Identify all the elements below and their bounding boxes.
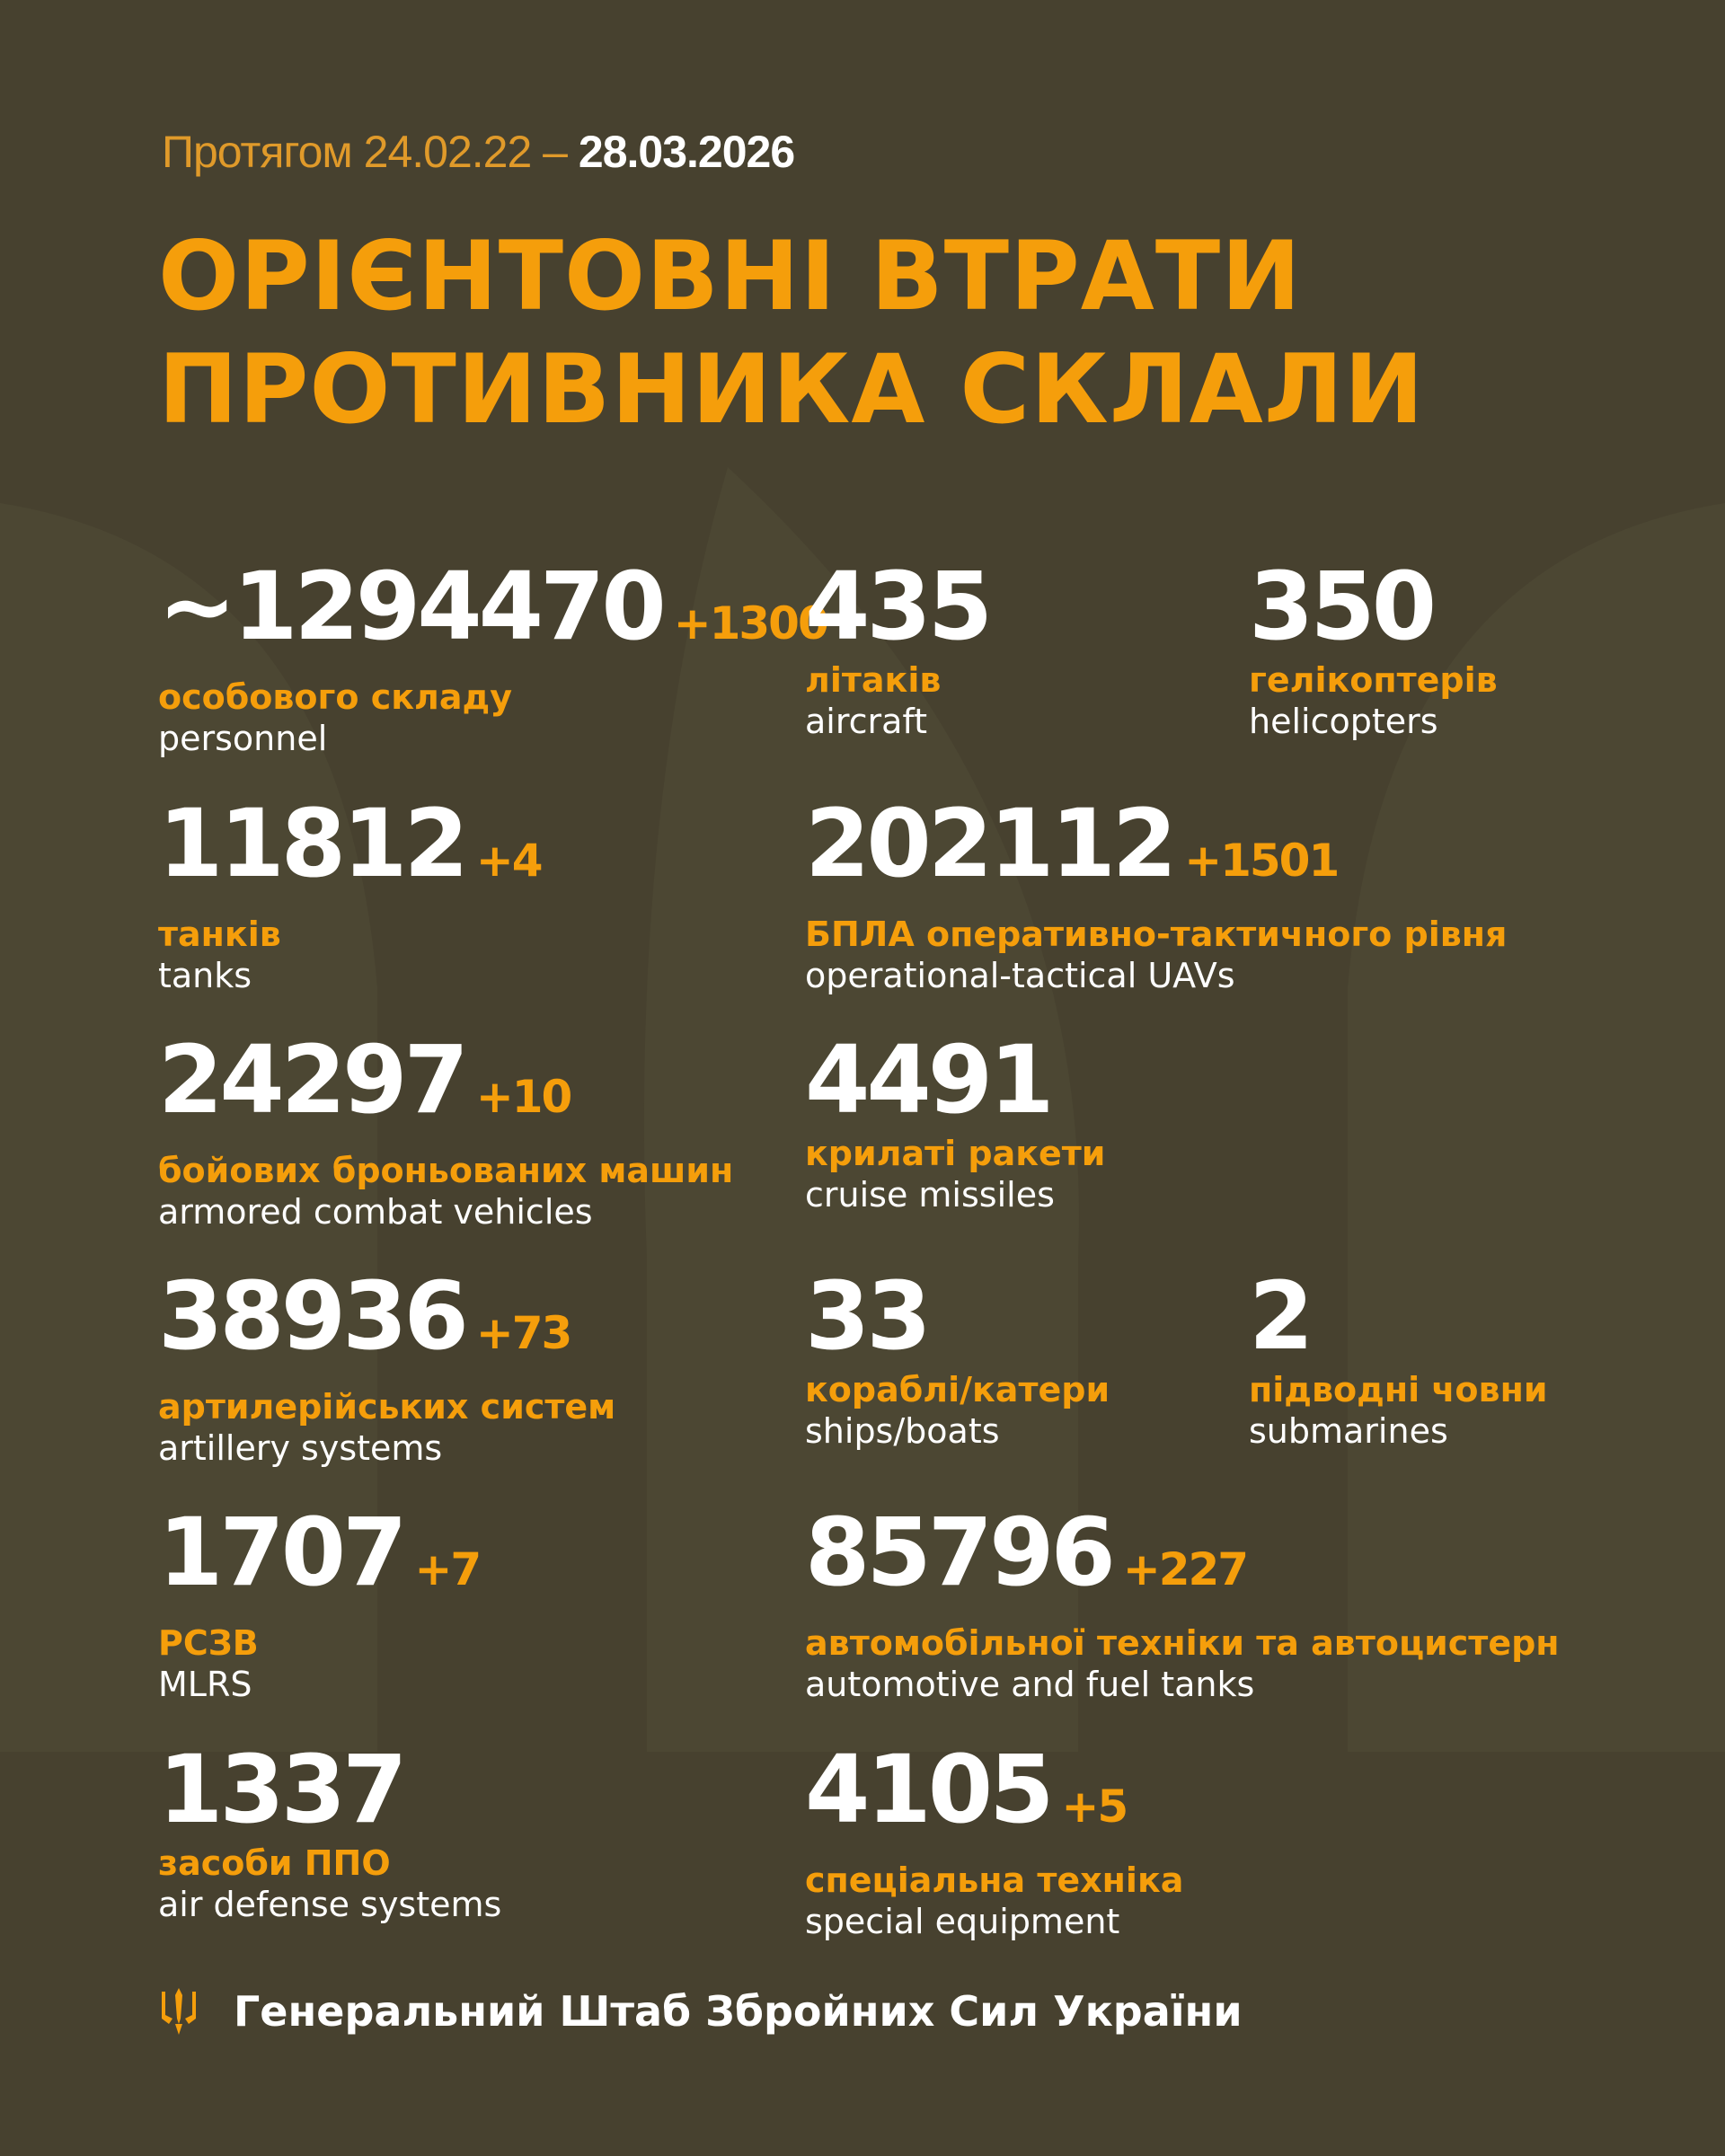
stat-label-ua: літаків xyxy=(805,660,942,700)
stat-operational-tactical-uavs: 202112 +1501 БПЛА оперативно-тактичного р… xyxy=(805,794,1507,996)
stat-value: 2 xyxy=(1249,1267,1547,1365)
stat-value: 202112 +1501 xyxy=(805,794,1507,910)
stat-label-en: automotive and fuel tanks xyxy=(805,1665,1255,1704)
stat-label-ua: БПЛА оперативно-тактичного рівня xyxy=(805,915,1508,954)
stat-artillery-systems: 38936 +73 артилерійських систем artillery… xyxy=(158,1267,615,1469)
value: ~1294470 xyxy=(158,552,667,661)
value: 24297 xyxy=(158,1025,469,1135)
stat-value: 4105 +5 xyxy=(805,1740,1183,1856)
value: 202112 xyxy=(805,789,1177,898)
stat-label-ua: автомобільної техніки та автоцистерн xyxy=(805,1623,1560,1663)
value: 33 xyxy=(805,1261,932,1371)
stat-value: ~1294470 +1300 xyxy=(158,557,829,673)
stat-delta: +227 xyxy=(1122,1543,1249,1595)
stat-label-ua: бойових броньованих машин xyxy=(158,1151,734,1190)
stat-value: 4491 xyxy=(805,1030,1105,1129)
stat-submarines: 2 підводні човни submarines xyxy=(1249,1267,1547,1452)
stat-ships-boats: 33 кораблі/катери ships/boats xyxy=(805,1267,1110,1452)
stat-delta: +73 xyxy=(475,1307,572,1359)
stat-delta: +7 xyxy=(414,1543,482,1595)
stat-cruise-missiles: 4491 крилаті ракети cruise missiles xyxy=(805,1030,1105,1215)
title-line-1: ОРІЄНТОВНІ ВТРАТИ xyxy=(158,221,1302,331)
stat-value: 1707 +7 xyxy=(158,1503,482,1619)
date-range: Протягом 24.02.22 – 28.03.2026 xyxy=(162,126,795,178)
stat-personnel: ~1294470 +1300 особового складу personnel xyxy=(158,557,829,759)
stat-value: 38936 +73 xyxy=(158,1267,615,1383)
stat-value: 24297 +10 xyxy=(158,1030,733,1146)
stat-value: 33 xyxy=(805,1267,1110,1365)
stat-value: 85796 +227 xyxy=(805,1503,1560,1619)
stat-label-en: air defense systems xyxy=(158,1885,502,1924)
stat-delta: +10 xyxy=(475,1071,572,1123)
stat-delta: +1300 xyxy=(673,597,829,649)
stat-label-ua: крилаті ракети xyxy=(805,1134,1106,1173)
stat-label-en: cruise missiles xyxy=(805,1175,1055,1215)
value: 2 xyxy=(1249,1261,1314,1371)
value: 11812 xyxy=(158,789,469,898)
stat-delta: +4 xyxy=(475,835,544,887)
stat-label-ua: танків xyxy=(158,915,281,954)
page-title: ОРІЄНТОВНІ ВТРАТИ ПРОТИВНИКА СКЛАЛИ xyxy=(158,220,1425,446)
stat-delta: +1501 xyxy=(1184,835,1340,887)
stat-air-defense-systems: 1337 засоби ППО air defense systems xyxy=(158,1740,501,1925)
stat-label-en: armored combat vehicles xyxy=(158,1192,593,1232)
footer-text: Генеральний Штаб Збройних Сил України xyxy=(234,1987,1243,2036)
stat-value: 11812 +4 xyxy=(158,794,544,910)
stat-label-en: personnel xyxy=(158,719,328,758)
value: 38936 xyxy=(158,1261,469,1371)
stat-delta: +5 xyxy=(1061,1780,1128,1833)
value: 350 xyxy=(1249,552,1437,661)
value: 1707 xyxy=(158,1498,407,1607)
stat-label-ua: артилерійських систем xyxy=(158,1387,616,1427)
stat-value: 1337 xyxy=(158,1740,501,1839)
value: 4105 xyxy=(805,1735,1054,1844)
stat-aircraft: 435 літаків aircraft xyxy=(805,557,993,742)
stat-special-equipment: 4105 +5 спеціальна техніка special equipm… xyxy=(805,1740,1183,1942)
stat-automotive-and-fuel-tanks: 85796 +227 автомобільної техніки та автоц… xyxy=(805,1503,1560,1705)
stat-label-en: MLRS xyxy=(158,1665,252,1704)
footer: Генеральний Штаб Збройних Сил України xyxy=(160,1987,1243,2036)
stat-label-ua: РСЗВ xyxy=(158,1623,259,1663)
stat-helicopters: 350 гелікоптерів helicopters xyxy=(1249,557,1498,742)
stat-label-en: helicopters xyxy=(1249,702,1438,741)
stat-tanks: 11812 +4 танків tanks xyxy=(158,794,544,996)
stat-armored-combat-vehicles: 24297 +10 бойових броньованих машин armor… xyxy=(158,1030,733,1233)
stat-label-en: tanks xyxy=(158,956,252,995)
stat-label-en: artillery systems xyxy=(158,1428,443,1468)
stat-label-ua: засоби ППО xyxy=(158,1843,391,1883)
stat-label-ua: підводні човни xyxy=(1249,1370,1548,1409)
stat-label-en: aircraft xyxy=(805,702,928,741)
stat-label-ua: кораблі/катери xyxy=(805,1370,1110,1409)
value: 435 xyxy=(805,552,993,661)
stat-label-ua: спеціальна техніка xyxy=(805,1860,1184,1900)
date-to: 28.03.2026 xyxy=(578,127,795,177)
date-from: Протягом 24.02.22 – xyxy=(162,127,568,177)
value: 85796 xyxy=(805,1498,1116,1607)
value: 1337 xyxy=(158,1735,407,1844)
stat-value: 350 xyxy=(1249,557,1498,656)
stat-label-ua: особового складу xyxy=(158,677,512,717)
stat-value: 435 xyxy=(805,557,993,656)
stat-label-en: ships/boats xyxy=(805,1411,1000,1451)
stat-label-ua: гелікоптерів xyxy=(1249,660,1498,700)
stat-label-en: submarines xyxy=(1249,1411,1448,1451)
trident-icon xyxy=(162,1988,196,2035)
stat-label-en: special equipment xyxy=(805,1902,1120,1941)
value: 4491 xyxy=(805,1025,1054,1135)
title-line-2: ПРОТИВНИКА СКЛАЛИ xyxy=(158,334,1425,445)
stat-label-en: operational-tactical UAVs xyxy=(805,956,1235,995)
stat-mlrs: 1707 +7 РСЗВ MLRS xyxy=(158,1503,482,1705)
